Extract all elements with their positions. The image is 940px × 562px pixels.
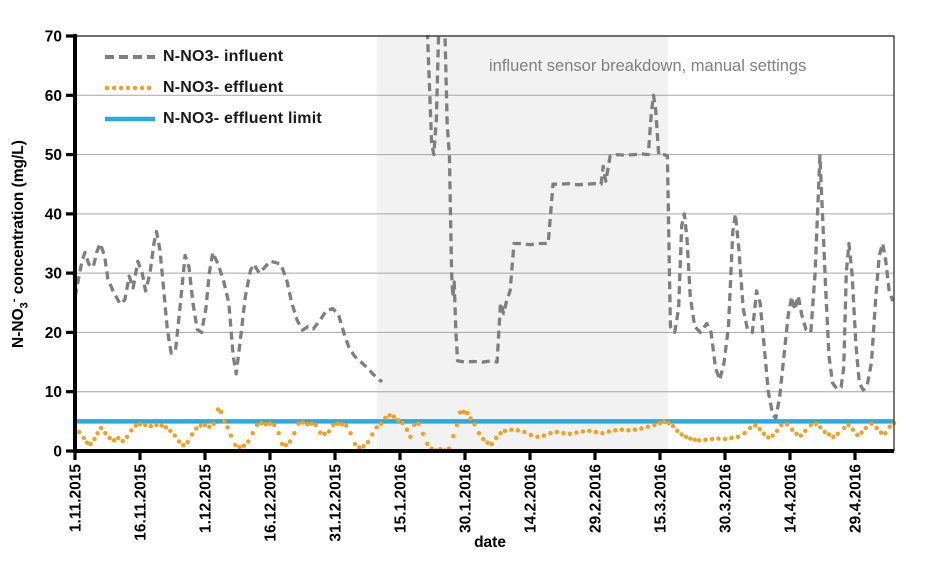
annotation-text: influent sensor breakdown, manual settin… bbox=[489, 57, 807, 75]
y-axis-title-post: concentration (mg/L) bbox=[10, 140, 28, 295]
legend-label-effluent-limit: N-NO3- effluent limit bbox=[163, 109, 322, 127]
x-axis-title: date bbox=[474, 534, 506, 551]
y-axis-title-pre: N-NO bbox=[10, 308, 28, 348]
legend-label-effluent: N-NO3- effluent bbox=[163, 78, 284, 96]
y-axis-title: N-NO3- concentration (mg/L) bbox=[8, 34, 31, 454]
x-tick-label: 29.4.2016 bbox=[848, 464, 865, 533]
x-tick-label: 15.3.2016 bbox=[653, 464, 670, 533]
legend-item-effluent: N-NO3- effluent bbox=[104, 72, 322, 103]
legend-label-influent: N-NO3- influent bbox=[163, 47, 284, 65]
influent-line bbox=[425, 35, 894, 421]
sensor-breakdown-region bbox=[377, 36, 668, 451]
x-tick-label: 16.12.2015 bbox=[263, 464, 280, 542]
effluent-limit-solid-line-icon bbox=[105, 116, 155, 121]
legend-item-influent: N-NO3- influent bbox=[104, 41, 322, 72]
x-tick-label: 1.12.2015 bbox=[198, 464, 215, 533]
y-tick-label: 60 bbox=[45, 88, 62, 105]
legend-item-effluent-limit: N-NO3- effluent limit bbox=[104, 103, 322, 134]
legend: N-NO3- influent N-NO3- effluent N-NO3- e… bbox=[104, 41, 322, 134]
y-tick-label: 30 bbox=[45, 266, 62, 283]
x-tick-label: 14.2.2016 bbox=[523, 464, 540, 533]
y-axis-title-sub: 3 bbox=[18, 302, 31, 309]
x-tick-label: 15.1.2016 bbox=[393, 464, 410, 533]
x-tick-label: 29.2.2016 bbox=[588, 464, 605, 533]
y-tick-label: 40 bbox=[45, 206, 62, 223]
y-tick-label: 50 bbox=[45, 147, 62, 164]
x-tick-label: 30.1.2016 bbox=[458, 464, 475, 533]
y-tick-label: 70 bbox=[45, 29, 62, 46]
influent-line bbox=[75, 229, 384, 384]
x-tick-label: 14.4.2016 bbox=[783, 464, 800, 533]
effluent-dotted-line-icon bbox=[104, 85, 152, 90]
x-tick-label: 1.11.2015 bbox=[68, 464, 85, 532]
y-tick-label: 0 bbox=[53, 444, 62, 461]
x-tick-label: 31.12.2015 bbox=[328, 464, 345, 542]
y-axis-title-sup: - bbox=[8, 298, 20, 303]
x-tick-label: 30.3.2016 bbox=[718, 464, 735, 533]
y-tick-label: 20 bbox=[45, 325, 62, 342]
y-tick-label: 10 bbox=[45, 384, 62, 401]
x-tick-label: 16.11.2015 bbox=[133, 464, 150, 541]
influent-dashed-line-icon bbox=[105, 54, 155, 59]
